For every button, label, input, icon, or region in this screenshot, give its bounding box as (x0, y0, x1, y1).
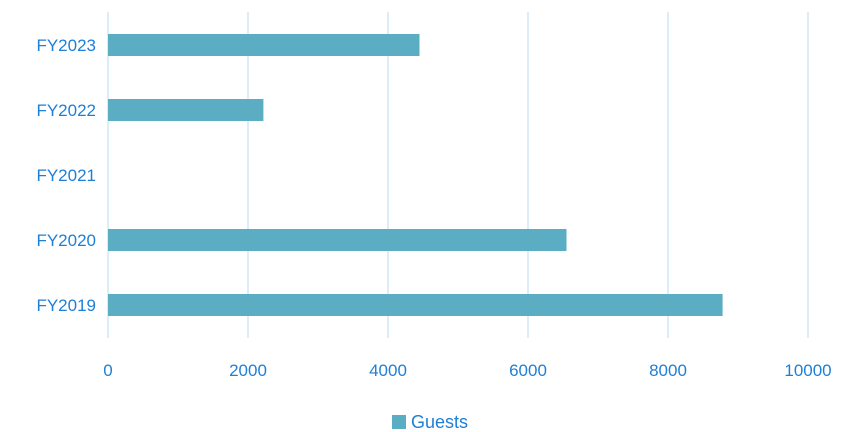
legend: Guests (392, 412, 468, 432)
y-tick-label-fy2021: FY2021 (36, 166, 96, 185)
bar-fy2019 (108, 294, 723, 316)
y-tick-label-fy2020: FY2020 (36, 231, 96, 250)
x-tick-label-2000: 2000 (229, 361, 267, 380)
y-tick-label-fy2023: FY2023 (36, 36, 96, 55)
y-tick-label-fy2022: FY2022 (36, 101, 96, 120)
bar-fy2022 (108, 99, 264, 121)
bar-fy2023 (108, 34, 420, 56)
legend-swatch-guests (392, 415, 406, 429)
x-axis-labels: 0 2000 4000 6000 8000 10000 (103, 361, 831, 380)
x-tick-label-0: 0 (103, 361, 112, 380)
x-tick-label-4000: 4000 (369, 361, 407, 380)
bar-fy2020 (108, 229, 567, 251)
y-axis-labels: FY2019 FY2020 FY2021 FY2022 FY2023 (36, 36, 96, 315)
bars (108, 34, 723, 316)
x-tick-label-6000: 6000 (509, 361, 547, 380)
x-tick-label-8000: 8000 (649, 361, 687, 380)
gridlines (107, 12, 809, 338)
x-tick-label-10000: 10000 (784, 361, 831, 380)
y-tick-label-fy2019: FY2019 (36, 296, 96, 315)
legend-label-guests: Guests (411, 412, 468, 432)
